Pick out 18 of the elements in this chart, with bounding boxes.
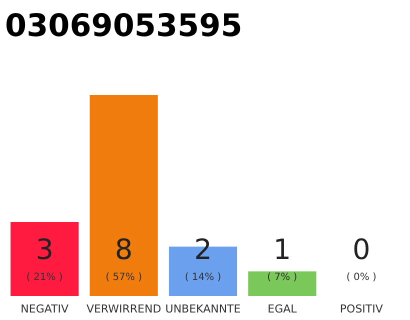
data-label: ( 21% ) xyxy=(26,272,63,283)
x-tick-label: VERWIRREND xyxy=(86,302,162,316)
annotation: 3 xyxy=(36,233,54,266)
annotation: 0 xyxy=(352,233,370,266)
annotation: 8 xyxy=(114,233,133,266)
data-label: ( 7% ) xyxy=(267,272,298,283)
x-tick-label: EGAL xyxy=(268,302,298,316)
x-tick-label: POSITIV xyxy=(340,302,384,316)
data-label: ( 14% ) xyxy=(184,272,222,283)
annotation: 1 xyxy=(273,233,292,266)
data-label: ( 57% ) xyxy=(106,272,142,283)
bar xyxy=(248,271,316,296)
chart-title: 03069053595 xyxy=(5,8,242,44)
x-tick-label: UNBEKANNTE xyxy=(165,302,241,316)
bar xyxy=(90,95,158,296)
x-tick-label: NEGATIV xyxy=(20,302,69,316)
data-label: ( 0% ) xyxy=(346,272,377,283)
bar xyxy=(10,222,79,296)
